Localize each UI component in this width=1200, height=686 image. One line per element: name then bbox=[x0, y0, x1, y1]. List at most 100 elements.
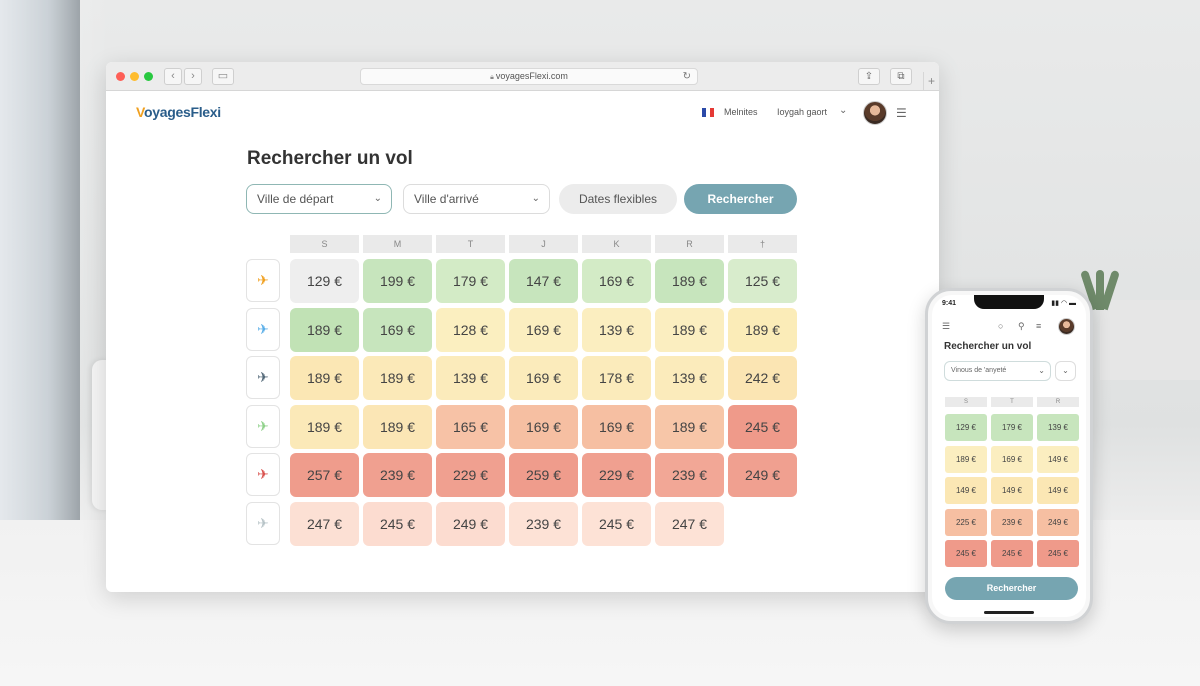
price-cell[interactable]: 245 € bbox=[582, 502, 651, 546]
price-cell[interactable]: 247 € bbox=[290, 502, 359, 546]
search-icon[interactable]: ⚲ bbox=[1018, 321, 1025, 331]
departure-select[interactable]: Ville de départ ⌄ bbox=[246, 184, 392, 214]
price-cell[interactable]: 189 € bbox=[290, 404, 359, 449]
price-cell[interactable]: 169 € bbox=[509, 404, 578, 449]
background-wall bbox=[0, 0, 80, 520]
phone-price-cell[interactable]: 239 € bbox=[991, 508, 1033, 536]
phone-price-cell[interactable]: 169 € bbox=[991, 445, 1033, 473]
phone-page-title: Rechercher un vol bbox=[944, 341, 1032, 352]
price-cell[interactable]: 239 € bbox=[655, 453, 724, 498]
background-window-light bbox=[0, 0, 110, 520]
close-window-button[interactable] bbox=[116, 72, 125, 81]
price-cell[interactable]: 242 € bbox=[728, 356, 797, 401]
arrival-select[interactable]: Ville d'arrivé ⌄ bbox=[403, 184, 550, 214]
phone-day-header: R bbox=[1037, 397, 1079, 407]
sidebar-icon[interactable]: ▭ bbox=[212, 68, 234, 85]
price-cell[interactable]: 239 € bbox=[509, 502, 578, 546]
phone-field-text: Vinous de 'anyeté bbox=[951, 367, 1007, 374]
share-icon[interactable]: ⇪ bbox=[858, 68, 880, 85]
price-cell[interactable]: 189 € bbox=[290, 356, 359, 401]
price-cell[interactable]: 169 € bbox=[582, 404, 651, 449]
flexible-dates-button[interactable]: Dates flexibles bbox=[559, 184, 677, 214]
phone-price-cell[interactable]: 245 € bbox=[1037, 540, 1079, 567]
back-icon[interactable]: ‹ bbox=[164, 68, 182, 85]
phone-status-icons: ▮▮ ◠ ▬ bbox=[1051, 300, 1076, 307]
price-cell[interactable]: 189 € bbox=[363, 356, 432, 401]
avatar[interactable] bbox=[863, 101, 887, 125]
price-cell[interactable]: 245 € bbox=[363, 502, 432, 546]
forward-icon[interactable]: › bbox=[184, 68, 202, 85]
price-cell[interactable]: 169 € bbox=[363, 307, 432, 352]
language-flag-icon[interactable] bbox=[702, 108, 714, 117]
price-cell[interactable]: 169 € bbox=[509, 307, 578, 352]
chevron-down-icon[interactable]: ⌄ bbox=[839, 105, 848, 116]
price-cell[interactable]: 129 € bbox=[290, 259, 359, 303]
price-cell[interactable]: 257 € bbox=[290, 453, 359, 498]
nav-link-1[interactable]: Melnites bbox=[724, 107, 758, 117]
phone-price-cell[interactable]: 179 € bbox=[991, 414, 1033, 441]
search-button[interactable]: Rechercher bbox=[684, 184, 797, 214]
phone-price-cell[interactable]: 149 € bbox=[991, 477, 1033, 504]
background-plant bbox=[1080, 250, 1120, 311]
circle-icon[interactable]: ○ bbox=[998, 321, 1004, 331]
phone-options-dropdown[interactable]: ⌄ bbox=[1055, 361, 1076, 381]
maximize-window-button[interactable] bbox=[144, 72, 153, 81]
price-cell[interactable]: 229 € bbox=[436, 453, 505, 498]
phone-price-cell[interactable]: 249 € bbox=[1037, 508, 1079, 536]
phone-price-cell[interactable]: 149 € bbox=[1037, 445, 1079, 473]
phone-price-cell[interactable]: 129 € bbox=[945, 414, 987, 441]
url-text: voyagesFlexi.com bbox=[495, 71, 568, 81]
price-cell[interactable]: 189 € bbox=[655, 404, 724, 449]
price-cell[interactable]: 179 € bbox=[436, 259, 505, 303]
phone-price-cell[interactable]: 245 € bbox=[945, 540, 987, 567]
tabs-overview-icon[interactable]: ⧉ bbox=[890, 68, 912, 85]
minimize-window-button[interactable] bbox=[130, 72, 139, 81]
price-cell[interactable]: 189 € bbox=[655, 259, 724, 303]
price-cell[interactable]: 199 € bbox=[363, 259, 432, 303]
avatar[interactable] bbox=[1058, 318, 1075, 335]
menu-icon[interactable]: ☰ bbox=[942, 321, 951, 331]
address-bar[interactable]: 🔒︎ voyagesFlexi.com ↻ bbox=[360, 68, 698, 85]
price-cell[interactable]: 189 € bbox=[290, 307, 359, 352]
phone-device: 9:41 ▮▮ ◠ ▬ ☰ ○ ⚲ ≡ Rechercher un vol Vi… bbox=[925, 288, 1093, 624]
price-cell[interactable]: 165 € bbox=[436, 404, 505, 449]
price-cell[interactable]: 189 € bbox=[655, 307, 724, 352]
phone-city-select[interactable]: Vinous de 'anyeté ⌄ bbox=[944, 361, 1051, 381]
phone-price-cell[interactable]: 139 € bbox=[1037, 414, 1079, 441]
price-cell[interactable]: 178 € bbox=[582, 356, 651, 401]
phone-search-button[interactable]: Rechercher bbox=[945, 577, 1078, 600]
day-header: R bbox=[655, 235, 724, 253]
price-cell[interactable]: 139 € bbox=[655, 356, 724, 401]
price-cell[interactable]: 259 € bbox=[509, 453, 578, 498]
nav-link-2[interactable]: Ioygah gaort bbox=[777, 107, 828, 117]
price-cell[interactable]: 125 € bbox=[728, 259, 797, 303]
price-cell[interactable]: 239 € bbox=[363, 453, 432, 498]
phone-price-cell[interactable]: 189 € bbox=[945, 445, 987, 473]
price-cell[interactable]: 189 € bbox=[363, 404, 432, 449]
new-tab-button[interactable]: + bbox=[923, 72, 939, 91]
price-cell[interactable]: 147 € bbox=[509, 259, 578, 303]
price-cell[interactable]: 245 € bbox=[728, 404, 797, 449]
price-cell[interactable]: 169 € bbox=[509, 356, 578, 401]
price-cell[interactable]: 139 € bbox=[436, 356, 505, 401]
price-cell[interactable]: 189 € bbox=[728, 307, 797, 352]
price-cell[interactable]: 247 € bbox=[655, 502, 724, 546]
price-cell[interactable]: 169 € bbox=[582, 259, 651, 303]
list-icon[interactable]: ≡ bbox=[1036, 321, 1042, 331]
phone-price-cell[interactable]: 149 € bbox=[1037, 477, 1079, 504]
menu-icon[interactable]: ☰ bbox=[896, 106, 907, 120]
price-cell[interactable]: 249 € bbox=[728, 453, 797, 498]
price-cell[interactable]: 229 € bbox=[582, 453, 651, 498]
day-header: K bbox=[582, 235, 651, 253]
departure-placeholder: Ville de départ bbox=[257, 192, 334, 206]
browser-window: ‹ › ▭ 🔒︎ voyagesFlexi.com ↻ ⇪ ⧉ + Voyage… bbox=[106, 62, 939, 592]
reload-icon[interactable]: ↻ bbox=[682, 71, 691, 82]
phone-price-cell[interactable]: 149 € bbox=[945, 477, 987, 504]
site-logo[interactable]: VoyagesFlexi bbox=[136, 104, 221, 120]
phone-price-cell[interactable]: 245 € bbox=[991, 540, 1033, 567]
airplane-icon: ✈ bbox=[246, 404, 280, 448]
price-cell[interactable]: 249 € bbox=[436, 502, 505, 546]
phone-price-cell[interactable]: 225 € bbox=[945, 508, 987, 536]
price-cell[interactable]: 139 € bbox=[582, 307, 651, 352]
price-cell[interactable]: 128 € bbox=[436, 307, 505, 352]
